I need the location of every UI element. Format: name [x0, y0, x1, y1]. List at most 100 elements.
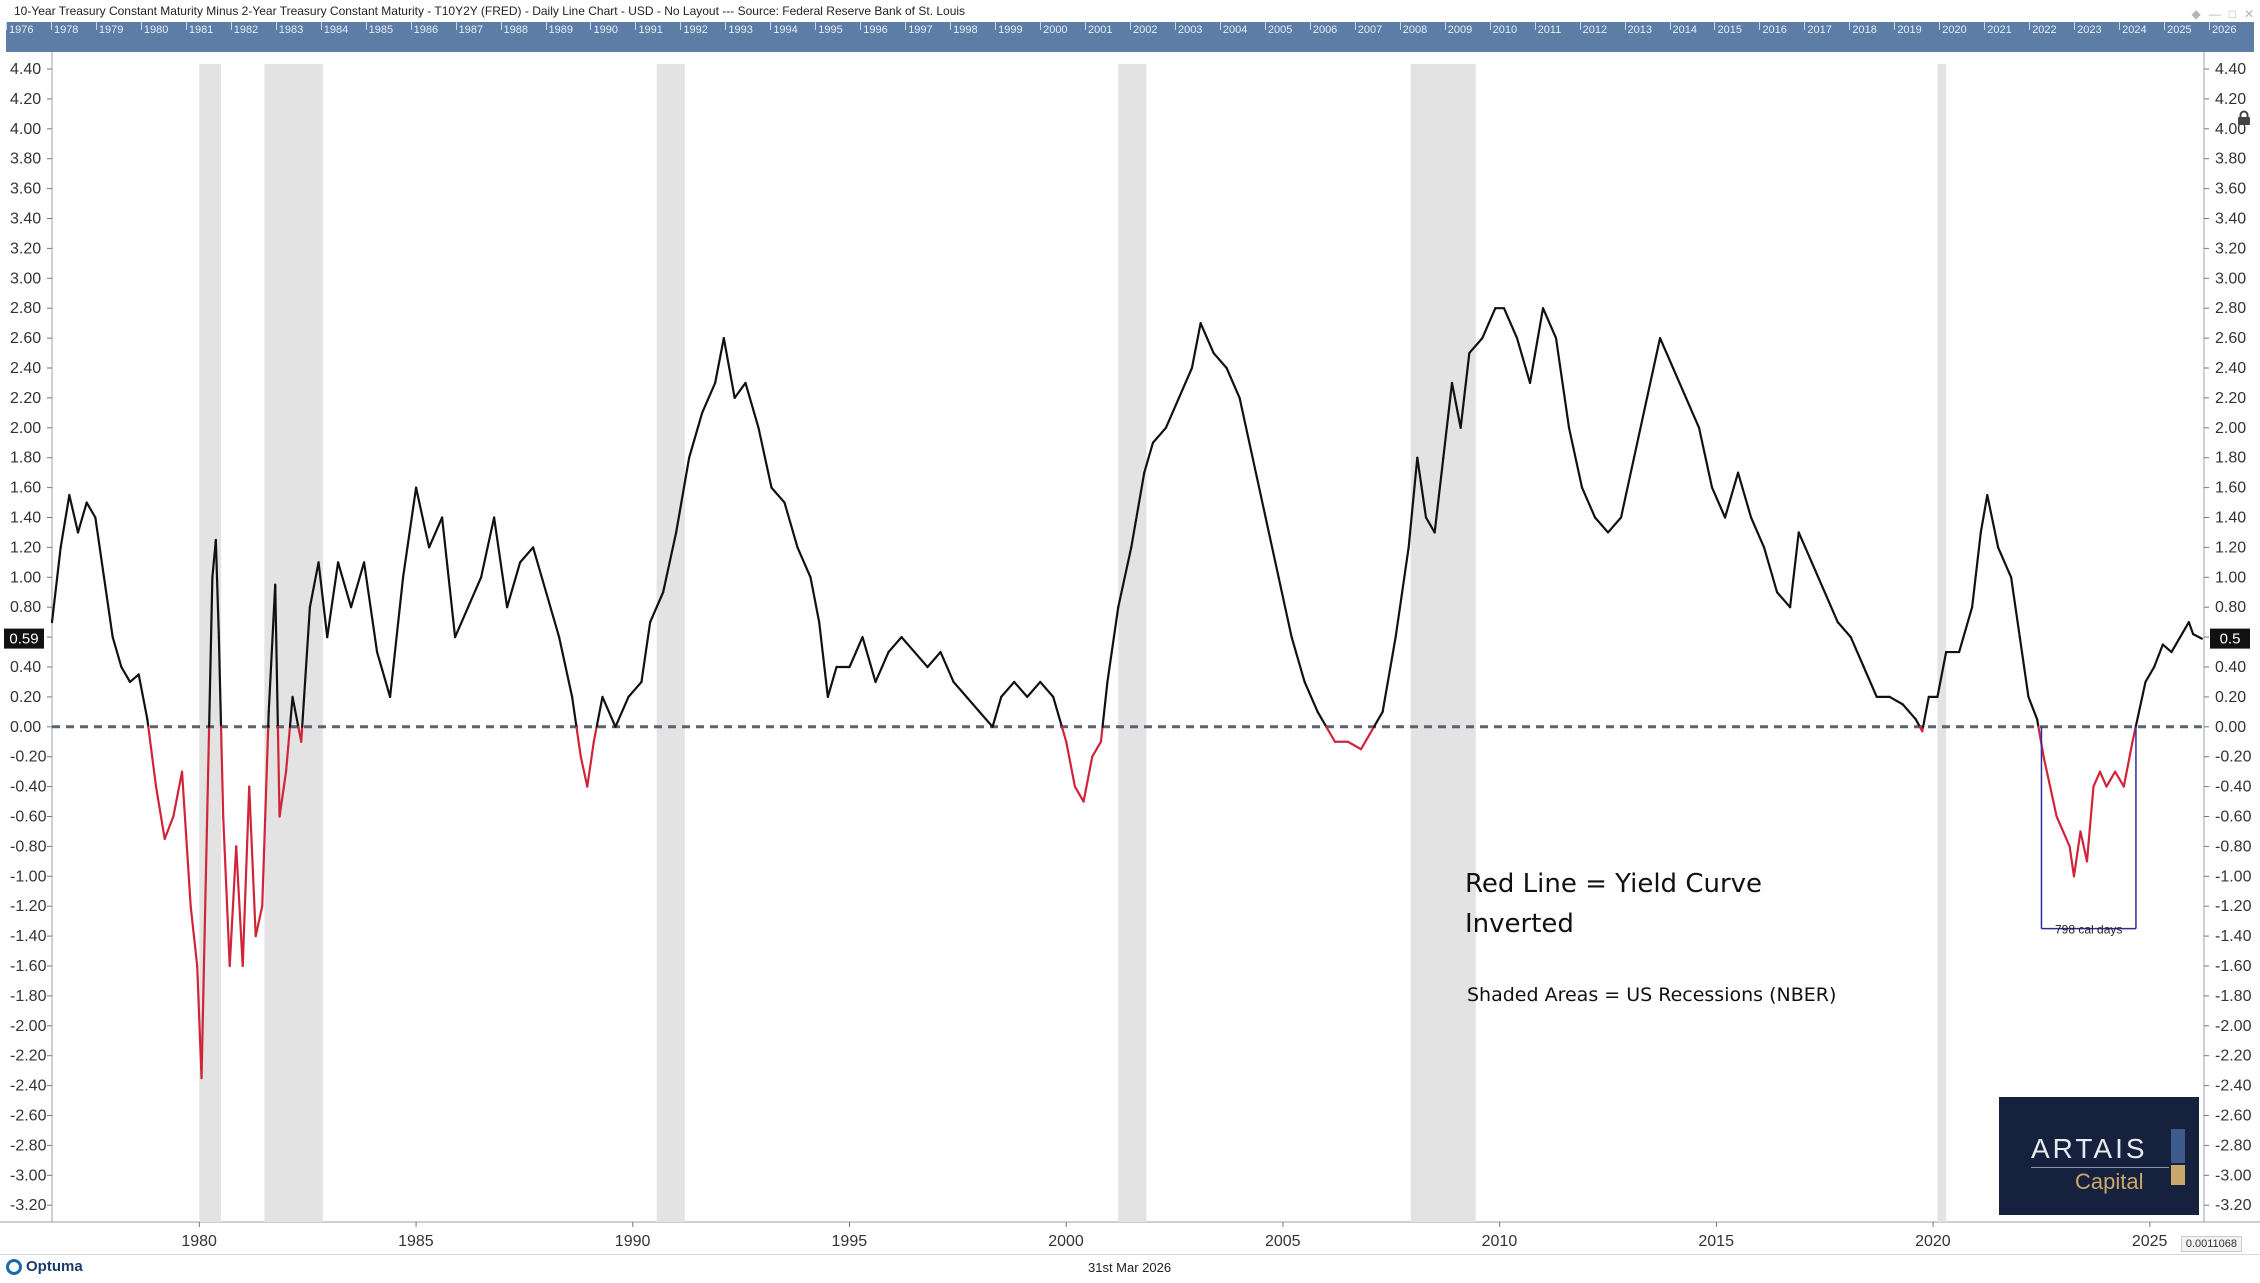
overview-navigator[interactable]: 1976 1978 1979 1980 1981 1982 1983 1984 1985 1986…: [6, 22, 2254, 52]
inverted-line-segment: [1073, 785, 1085, 803]
spread-line-segment: [1481, 307, 1497, 340]
spread-line-segment: [861, 635, 877, 684]
overview-tick: [1309, 22, 1311, 30]
minimize-icon[interactable]: —: [2208, 7, 2221, 21]
overview-tick: [590, 22, 592, 30]
overview-year-label: 2005: [1267, 24, 1293, 36]
overview-tick: [815, 22, 817, 30]
spread-line-segment: [414, 486, 431, 549]
spread-line-segment: [1212, 351, 1228, 370]
spread-line-segment: [532, 546, 548, 594]
artais-capital-logo: ARTAIS Capital: [1999, 1097, 2199, 1215]
last-value-right: 0.5: [2220, 631, 2241, 648]
y-tick-label-right: 0.80: [2215, 599, 2246, 616]
overview-tick: [1085, 22, 1087, 30]
pin-icon[interactable]: ◆: [2191, 7, 2201, 21]
logo-sub: Capital: [2075, 1169, 2144, 1194]
y-tick-label-left: 1.80: [10, 450, 41, 467]
close-icon[interactable]: ✕: [2243, 7, 2254, 21]
inverted-line-segment: [2122, 740, 2134, 788]
spread-line-segment: [214, 538, 220, 639]
x-tick-label: 2025: [2132, 1233, 2168, 1250]
spread-line-segment: [1130, 471, 1146, 549]
y-tick-label-left: -0.80: [10, 838, 47, 855]
spread-line-segment: [1849, 635, 1865, 669]
footer-date: 31st Mar 2026: [1088, 1260, 1172, 1275]
y-tick-label-right: -0.80: [2215, 838, 2252, 855]
overview-tick: [635, 22, 637, 30]
spread-line-segment: [757, 426, 773, 489]
spread-line-segment: [1823, 591, 1839, 624]
y-tick-label-right: -1.00: [2215, 868, 2252, 885]
logo-rule: [2031, 1167, 2169, 1168]
spread-line-segment: [991, 695, 1003, 728]
y-tick-label-right: 4.20: [2215, 91, 2246, 108]
overview-tick: [365, 22, 367, 30]
spread-line-segment: [640, 621, 652, 684]
x-tick-label: 2000: [1048, 1233, 1084, 1250]
overview-tick: [995, 22, 997, 30]
inverted-line-segment: [2072, 830, 2082, 878]
annotation-red-line-2: Inverted: [1465, 909, 1574, 939]
spread-line-segment: [102, 576, 114, 639]
overview-year-label: 1998: [953, 24, 978, 36]
spread-line-segment: [288, 695, 294, 728]
overview-tick: [140, 22, 142, 30]
overview-year-label: 1976: [9, 24, 34, 36]
annotation-shaded-areas: Shaded Areas = US Recessions (NBER): [1467, 984, 1836, 1006]
spread-line-segment: [1277, 576, 1293, 639]
overview-tick: [1714, 22, 1716, 30]
spread-line-segment: [1971, 531, 1982, 609]
maximize-icon[interactable]: □: [2228, 7, 2236, 21]
x-tick-label: 1995: [832, 1233, 868, 1250]
x-tick-label: 2010: [1482, 1233, 1518, 1250]
spread-line-segment: [1290, 635, 1306, 684]
spread-line-segment: [493, 516, 509, 609]
overview-tick: [1624, 22, 1626, 30]
overview-tick: [1354, 22, 1356, 30]
y-tick-label-left: 2.00: [10, 420, 41, 437]
overview-year-label: 1984: [323, 24, 349, 36]
y-tick-label-left: -2.60: [10, 1108, 47, 1125]
spread-line-segment: [1958, 606, 1974, 654]
overview-tick: [1894, 22, 1896, 30]
spread-line-segment: [2018, 635, 2030, 699]
overview-year-label: 2018: [1852, 24, 1877, 36]
y-tick-label-right: -0.40: [2215, 779, 2252, 796]
overview-tick: [230, 22, 232, 30]
spread-line-segment: [1000, 680, 1016, 699]
spread-line-segment: [1442, 381, 1454, 459]
overview-year-label: 1996: [863, 24, 888, 36]
last-value-left: 0.59: [9, 631, 38, 648]
spread-line-segment: [1106, 606, 1120, 684]
yield-spread-chart[interactable]: 4.40 4.40 4.20 4.20 4.00 4.00 3.80 3.80 3.60 3.60…: [0, 52, 2260, 1254]
overview-year-label: 2006: [1312, 24, 1338, 36]
overview-year-label: 2009: [1447, 24, 1473, 36]
spread-line-segment: [744, 381, 760, 429]
spread-line-segment: [1151, 426, 1168, 444]
inverted-line-segment: [235, 845, 244, 968]
y-tick-label-left: 2.20: [10, 390, 41, 407]
overview-year-label: 2010: [1492, 24, 1518, 36]
spread-line-segment: [2036, 718, 2040, 728]
y-tick-label-right: 1.60: [2215, 480, 2246, 497]
spread-line-segment: [614, 695, 630, 728]
overview-tick: [1579, 22, 1581, 30]
x-tick-label: 1985: [398, 1233, 434, 1250]
overview-tick: [1984, 22, 1986, 30]
overview-year-label: 1980: [143, 24, 169, 36]
spread-line-segment: [1658, 337, 1675, 370]
inverted-line-segment: [592, 725, 598, 743]
spread-line-segment: [1381, 635, 1397, 713]
spread-line-segment: [1797, 531, 1813, 564]
overview-year-label: 2026: [2212, 24, 2237, 36]
spread-line-segment: [1593, 516, 1610, 534]
scale-readout[interactable]: 0.0011068: [2180, 1236, 2242, 1252]
spread-line-segment: [1810, 561, 1826, 594]
spread-line-segment: [94, 516, 106, 579]
spread-line-segment: [688, 411, 704, 459]
spread-line-segment: [1986, 493, 2000, 549]
lock-icon[interactable]: [2236, 110, 2252, 126]
chart-area[interactable]: 4.40 4.40 4.20 4.20 4.00 4.00 3.80 3.80 3.60 3.60…: [0, 52, 2260, 1262]
spread-line-segment: [887, 635, 903, 654]
